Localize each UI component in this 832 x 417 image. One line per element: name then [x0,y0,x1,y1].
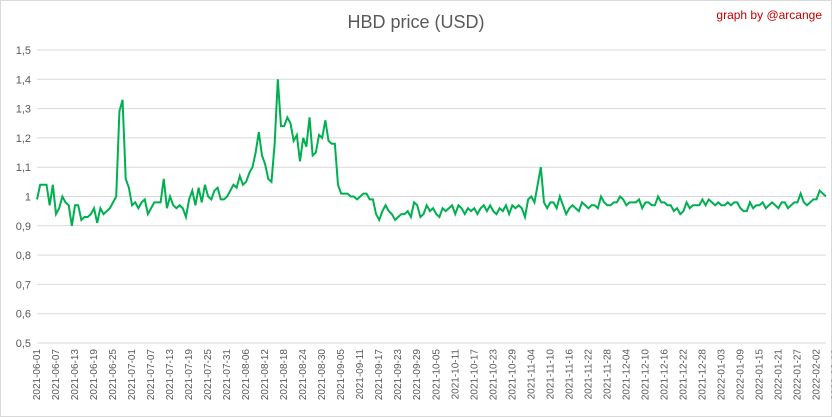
x-tick-label: 2021-06-07 [51,349,62,401]
x-tick-label: 2022-01-15 [754,349,765,401]
x-tick-label: 2021-08-18 [279,349,290,401]
gridlines [37,49,826,344]
x-tick-label: 2021-10-17 [469,349,480,401]
x-tick-label: 2021-10-11 [450,349,461,400]
x-tick-label: 2021-10-05 [431,349,442,401]
x-tick-label: 2022-01-21 [773,349,784,401]
x-tick-label: 2021-07-19 [184,349,195,401]
x-tick-label: 2022-01-03 [716,349,727,401]
y-tick-label: 0,6 [16,309,31,321]
x-tick-label: 2022-02-08 [831,349,832,401]
x-tick-label: 2021-07-25 [203,349,214,401]
x-tick-label: 2021-12-22 [678,349,689,401]
x-tick-label: 2021-09-17 [374,349,385,401]
x-axis-ticks: 2021-06-01 2021-06-07 2021-06-13 2021-06-19… [32,349,832,401]
y-tick-label: 0,9 [16,221,31,233]
x-tick-label: 2022-02-02 [811,349,822,401]
chart-credit: graph by @arcange [716,8,822,22]
x-tick-label: 2021-06-01 [32,349,43,401]
y-tick-label: 0,8 [16,250,31,262]
x-tick-label: 2021-12-04 [621,349,632,401]
x-tick-label: 2021-11-16 [564,349,575,400]
x-tick-label: 2021-11-22 [583,349,594,400]
x-tick-label: 2021-08-24 [298,349,309,401]
x-tick-label: 2021-11-10 [545,349,556,400]
x-tick-label: 2021-12-28 [697,349,708,401]
x-tick-label: 2021-08-06 [241,349,252,401]
y-tick-label: 1,3 [16,104,31,116]
y-tick-label: 0,7 [16,279,31,291]
x-tick-label: 2021-11-28 [602,349,613,400]
x-tick-label: 2021-09-29 [412,349,423,401]
x-tick-label: 2021-06-13 [70,349,81,401]
x-tick-label: 2021-07-01 [127,349,138,401]
x-tick-label: 2022-01-09 [735,349,746,401]
x-tick-label: 2021-08-12 [260,349,271,401]
hbd-price-line [36,79,827,226]
x-tick-label: 2021-11-04 [526,349,537,400]
x-tick-label: 2021-07-13 [165,349,176,401]
x-tick-label: 2021-12-16 [659,349,670,401]
y-tick-label: 1,5 [16,45,31,57]
y-tick-label: 1 [25,192,31,204]
y-tick-label: 1,2 [16,133,31,145]
y-axis-ticks: 0,5 0,6 0,7 0,8 0,9 1 1,1 1,2 1,3 1,4 1,5 [16,45,31,350]
x-tick-label: 2022-01-27 [792,349,803,401]
x-tick-label: 2021-09-23 [393,349,404,401]
y-tick-label: 0,5 [16,338,31,350]
x-tick-label: 2021-07-31 [222,349,233,401]
x-tick-label: 2021-12-10 [640,349,651,401]
x-tick-label: 2021-07-07 [146,349,157,401]
x-tick-label: 2021-06-25 [108,349,119,401]
chart-title: HBD price (USD) [347,12,485,32]
y-tick-label: 1,4 [16,74,31,86]
x-tick-label: 2021-09-05 [336,349,347,401]
x-tick-label: 2021-09-11 [355,349,366,400]
y-tick-label: 1,1 [16,162,31,174]
x-tick-label: 2021-10-29 [507,349,518,401]
x-tick-label: 2021-06-19 [89,349,100,401]
x-tick-label: 2021-10-23 [488,349,499,401]
x-tick-label: 2021-08-30 [317,349,328,401]
